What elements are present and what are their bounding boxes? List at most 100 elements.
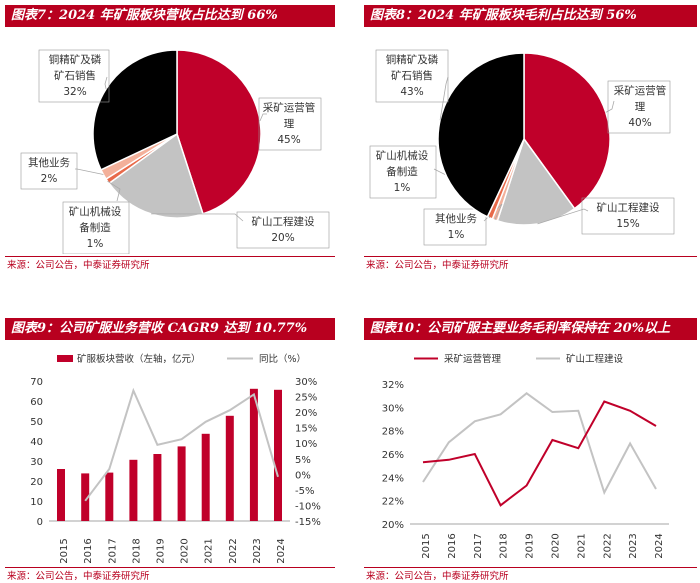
legend-bar-label: 矿服板块营收（左轴，亿元） [77, 353, 201, 365]
slice-name-label: 铜精矿及磷 [49, 53, 102, 66]
slice-name-label: 理 [635, 101, 646, 113]
label-box [369, 145, 437, 199]
y-right-tick-label: -10% [295, 501, 321, 512]
y-right-tick-label: 5% [295, 455, 311, 466]
label-box [258, 97, 322, 151]
y-right-tick-label: 10% [295, 439, 317, 450]
y-tick-label: 26% [382, 450, 404, 461]
x-tick-label: 2022 [228, 538, 239, 563]
label-box [423, 208, 487, 246]
x-tick-label: 2017 [473, 533, 484, 558]
slice-label: 矿山工程建设 20% [252, 215, 315, 244]
x-tick-label: 2020 [550, 533, 561, 558]
slice-percent-label: 32% [63, 86, 86, 98]
slice-name-label: 其他业务 [28, 156, 70, 169]
figure-9-title: 图表9：公司矿服业务营收 CAGR9 达到 10.77% [5, 318, 335, 340]
figure-8-panel: 图表8：2024 年矿服板块毛利占比达到 56% 采矿运营管理 40% 矿山工程建设… [364, 5, 697, 271]
pie-slice [92, 49, 178, 171]
revenue-bar [81, 473, 90, 521]
slice-percent-label: 1% [448, 229, 465, 241]
figure-9-panel: 图表9：公司矿服业务营收 CAGR9 达到 10.77% 矿服板块营收（左轴，亿… [5, 318, 335, 582]
slice-percent-label: 20% [271, 232, 294, 244]
label-box [20, 152, 78, 190]
pie-slice [437, 52, 525, 218]
y-right-tick-label: 0% [295, 470, 311, 481]
x-tick-label: 2023 [628, 533, 639, 558]
slice-label: 采矿运营管理 45% [263, 101, 316, 146]
slice-percent-label: 43% [400, 86, 423, 98]
y-left-tick-label: 70 [30, 377, 43, 388]
slice-label: 采矿运营管理 40% [614, 84, 667, 129]
revenue-bar [153, 454, 162, 521]
slice-name-label: 矿山机械设 [69, 205, 122, 218]
x-tick-label: 2018 [499, 533, 510, 558]
label-box [236, 211, 330, 249]
slice-percent-label: 15% [616, 218, 639, 230]
revenue-bar [225, 415, 234, 521]
leader-line [150, 213, 244, 222]
figure-10-panel: 图表10：公司矿服主要业务毛利率保持在 20%以上 采矿运营管理 矿山工程建设 20… [364, 318, 697, 582]
figure-9-source: 来源：公司公告，中泰证券研究所 [7, 571, 150, 582]
slice-name-label: 理 [284, 118, 295, 130]
slice-percent-label: 1% [394, 182, 411, 194]
y-right-tick-label: 30% [295, 377, 317, 388]
revenue-bar [201, 433, 210, 521]
revenue-bar [249, 388, 258, 521]
y-tick-label: 24% [382, 473, 404, 484]
slice-percent-label: 2% [41, 173, 58, 185]
slice-name-label: 备制造 [386, 165, 418, 178]
y-left-tick-label: 40 [30, 437, 43, 448]
x-tick-label: 2021 [576, 533, 587, 558]
revenue-bar [129, 459, 138, 521]
y-left-tick-label: 30 [30, 457, 43, 468]
x-tick-label: 2019 [525, 533, 536, 558]
legend-line-label: 同比（%） [259, 353, 306, 365]
pie-slice [523, 52, 611, 210]
slice-name-label: 采矿运营管 [614, 84, 667, 97]
leader-line [605, 100, 615, 113]
y-tick-label: 22% [382, 497, 404, 508]
revenue-bar [274, 389, 282, 521]
label-box [62, 201, 130, 254]
figure-7-source: 来源：公司公告，中泰证券研究所 [7, 260, 150, 271]
x-tick-label: 2022 [602, 533, 613, 558]
slice-name-label: 其他业务 [435, 212, 477, 225]
x-tick-label: 2023 [252, 538, 263, 563]
y-tick-label: 30% [382, 403, 404, 414]
x-tick-label: 2016 [83, 538, 94, 563]
figure-10-title: 图表10：公司矿服主要业务毛利率保持在 20%以上 [364, 318, 697, 340]
legend-engineering-label: 矿山工程建设 [566, 353, 624, 365]
leader-line [107, 180, 121, 202]
slice-percent-label: 40% [628, 117, 651, 129]
y-tick-label: 20% [382, 520, 404, 531]
y-tick-label: 32% [382, 380, 404, 391]
slice-name-label: 矿山机械设 [376, 149, 429, 162]
figure-7-panel: 图表7：2024 年矿服板块营收占比达到 66% 采矿运营管理 45% 矿山工程建设… [5, 5, 335, 271]
label-box [581, 197, 675, 235]
slice-name-label: 矿山工程建设 [252, 215, 315, 228]
y-left-tick-label: 60 [30, 397, 43, 408]
revenue-bar [105, 472, 114, 521]
y-left-tick-label: 20 [30, 477, 43, 488]
slice-percent-label: 1% [87, 238, 104, 250]
margin-series-line [422, 400, 657, 507]
figure-8-source: 来源：公司公告，中泰证券研究所 [366, 260, 509, 271]
legend-mining-ops-label: 采矿运营管理 [444, 353, 502, 365]
leader-line [439, 76, 449, 121]
x-tick-label: 2024 [654, 533, 665, 558]
label-box [375, 49, 449, 103]
y-tick-label: 28% [382, 427, 404, 438]
slice-name-label: 铜精矿及磷 [386, 53, 439, 66]
slice-label: 其他业务 1% [435, 212, 477, 241]
slice-label: 矿山工程建设 15% [597, 201, 660, 230]
x-tick-label: 2021 [204, 538, 215, 563]
slice-percent-label: 45% [277, 134, 300, 146]
figure-10-source: 来源：公司公告，中泰证券研究所 [366, 571, 509, 582]
x-tick-label: 2016 [447, 533, 458, 558]
x-tick-label: 2019 [155, 538, 166, 563]
y-right-tick-label: 20% [295, 408, 317, 419]
leader-line [259, 113, 267, 122]
x-tick-label: 2020 [180, 538, 191, 563]
